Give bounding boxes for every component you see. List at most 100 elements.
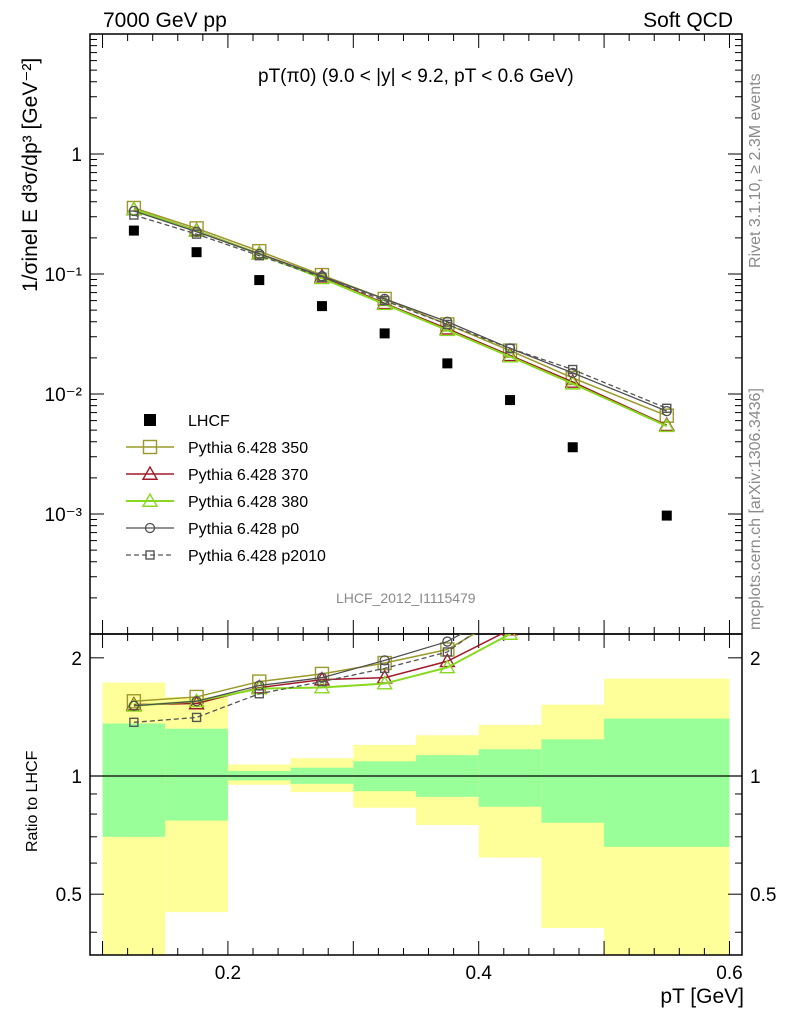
ratio-y-tick-label-right: 1 xyxy=(750,767,761,788)
lhcf-point-4 xyxy=(379,328,390,339)
legend-marker-lhcf xyxy=(144,414,156,426)
ratio-y-tick-label: 2 xyxy=(71,649,82,670)
legend-label-5: Pythia 6.428 p2010 xyxy=(188,548,326,565)
legend-label-0: LHCF xyxy=(188,413,230,430)
main-point-5-7 xyxy=(568,364,578,375)
ratio-point-1-6 xyxy=(501,634,519,636)
ratio-line-3 xyxy=(133,634,463,707)
ratio-point-4-0 xyxy=(129,717,139,728)
main-y-tick-label: 10⁻² xyxy=(45,385,83,406)
main-line-3 xyxy=(133,208,668,428)
ratio-point-2-5 xyxy=(439,659,456,674)
ratio-point-4-2 xyxy=(254,689,264,699)
ratio-point-2-3 xyxy=(313,679,331,694)
chart-title: pT(π0) (9.0 < |y| < 9.2, pT < 0.6 GeV) xyxy=(258,66,574,87)
legend-marker-1 xyxy=(142,439,158,455)
uncertainty-bands xyxy=(102,678,730,955)
main-point-1-4 xyxy=(377,291,392,307)
ratio-line-4 xyxy=(133,634,474,723)
ratio-point-3-7 xyxy=(568,527,577,536)
legend-label-3: Pythia 6.428 380 xyxy=(188,494,308,511)
ratio-frame xyxy=(89,633,743,956)
ratio-y-tick-label-right: 0.5 xyxy=(750,885,776,906)
main-point-1-8 xyxy=(659,408,674,423)
ratio-point-3-6 xyxy=(506,602,515,611)
main-point-5-2 xyxy=(254,251,264,261)
ratio-point-4-3 xyxy=(317,676,327,687)
mcplots-label: mcplots.cern.ch [arXiv:1306.3436] xyxy=(747,388,764,630)
main-point-5-1 xyxy=(191,229,202,239)
legend-label-2: Pythia 6.428 370 xyxy=(188,467,308,484)
x-tick-label: 0.4 xyxy=(465,963,492,984)
main-point-5-0 xyxy=(129,210,139,220)
ratio-point-0-0 xyxy=(126,694,142,709)
ratio-point-2-4 xyxy=(376,675,393,690)
ratio-point-1-1 xyxy=(188,695,205,710)
lhcf-point-5 xyxy=(442,358,453,369)
x-axis-title: pT [GeV] xyxy=(660,985,744,1008)
legend-marker-2 xyxy=(141,465,159,480)
ratio-y-axis-title: Ratio to LHCF xyxy=(24,750,41,852)
lhcf-point-3 xyxy=(316,301,327,312)
legend: LHCF Pythia 6.428 350 Pythia 6.428 370 Pyth… xyxy=(126,413,326,565)
main-y-axis-title: 1/σinel E d³σ/dp³ [GeV⁻²] xyxy=(19,57,42,292)
band-inner-6 xyxy=(478,749,542,807)
main-line-1 xyxy=(133,207,668,417)
ratio-line-2 xyxy=(133,634,512,707)
main-line-4 xyxy=(133,210,668,412)
ratio-line-0 xyxy=(133,634,476,703)
main-point-3-8 xyxy=(658,417,675,433)
ratio-y-ticks xyxy=(90,657,742,933)
ratio-point-3-0 xyxy=(128,700,140,711)
lhcf-point-2 xyxy=(254,275,265,286)
ratio-series xyxy=(125,443,674,728)
main-point-3-7 xyxy=(564,375,581,390)
x-tick-label: 0.2 xyxy=(215,963,241,984)
legend-label-4: Pythia 6.428 p0 xyxy=(188,521,299,538)
main-frame xyxy=(89,33,743,635)
main-y-ticks xyxy=(90,33,742,635)
x-ticks xyxy=(102,34,730,955)
lhcf-point-6 xyxy=(505,395,516,406)
rivet-label: Rivet 3.1.10, ≥ 2.3M events xyxy=(747,73,764,268)
ratio-point-0-7 xyxy=(566,542,579,555)
band-inner-7 xyxy=(541,739,605,823)
header-left: 7000 GeV pp xyxy=(103,9,227,32)
lhcf-point-0 xyxy=(128,225,139,236)
header-right: Soft QCD xyxy=(643,9,733,32)
band-inner-8 xyxy=(604,718,730,847)
main-point-5-6 xyxy=(505,343,515,354)
ratio-point-4-6 xyxy=(506,603,514,611)
ratio-y-tick-label-right: 2 xyxy=(750,649,761,670)
main-point-3-5 xyxy=(439,321,456,337)
legend-marker-3 xyxy=(141,492,159,507)
ratio-point-4-1 xyxy=(191,712,202,723)
main-point-5-8 xyxy=(662,403,672,414)
ratio-point-4-4 xyxy=(379,663,390,674)
legend-marker-5 xyxy=(145,550,155,560)
ratio-point-4-5 xyxy=(442,647,453,657)
main-series xyxy=(125,200,675,521)
main-line-5 xyxy=(133,214,668,409)
analysis-id: LHCF_2012_I1115479 xyxy=(336,590,476,606)
ratio-point-1-8 xyxy=(660,472,674,484)
legend-label-1: Pythia 6.428 350 xyxy=(188,440,308,457)
ratio-point-0-6 xyxy=(504,607,517,620)
ratio-point-2-7 xyxy=(566,560,580,572)
ratio-point-3-5 xyxy=(442,636,453,647)
main-point-5-5 xyxy=(442,319,453,330)
band-inner-0 xyxy=(102,723,166,837)
ratio-point-2-6 xyxy=(501,634,519,640)
ratio-point-4-7 xyxy=(569,519,577,527)
ratio-y-tick-label: 0.5 xyxy=(56,885,82,906)
lhcf-point-7 xyxy=(567,442,578,453)
legend-marker-4 xyxy=(144,522,156,534)
band-inner-1 xyxy=(165,728,228,821)
main-y-tick-label: 10⁻¹ xyxy=(45,265,83,286)
ratio-point-3-1 xyxy=(191,696,202,707)
lhcf-point-1 xyxy=(191,247,202,258)
lhcf-point-8 xyxy=(661,510,672,521)
ratio-point-0-8 xyxy=(660,443,673,456)
ratio-point-2-8 xyxy=(660,475,674,487)
